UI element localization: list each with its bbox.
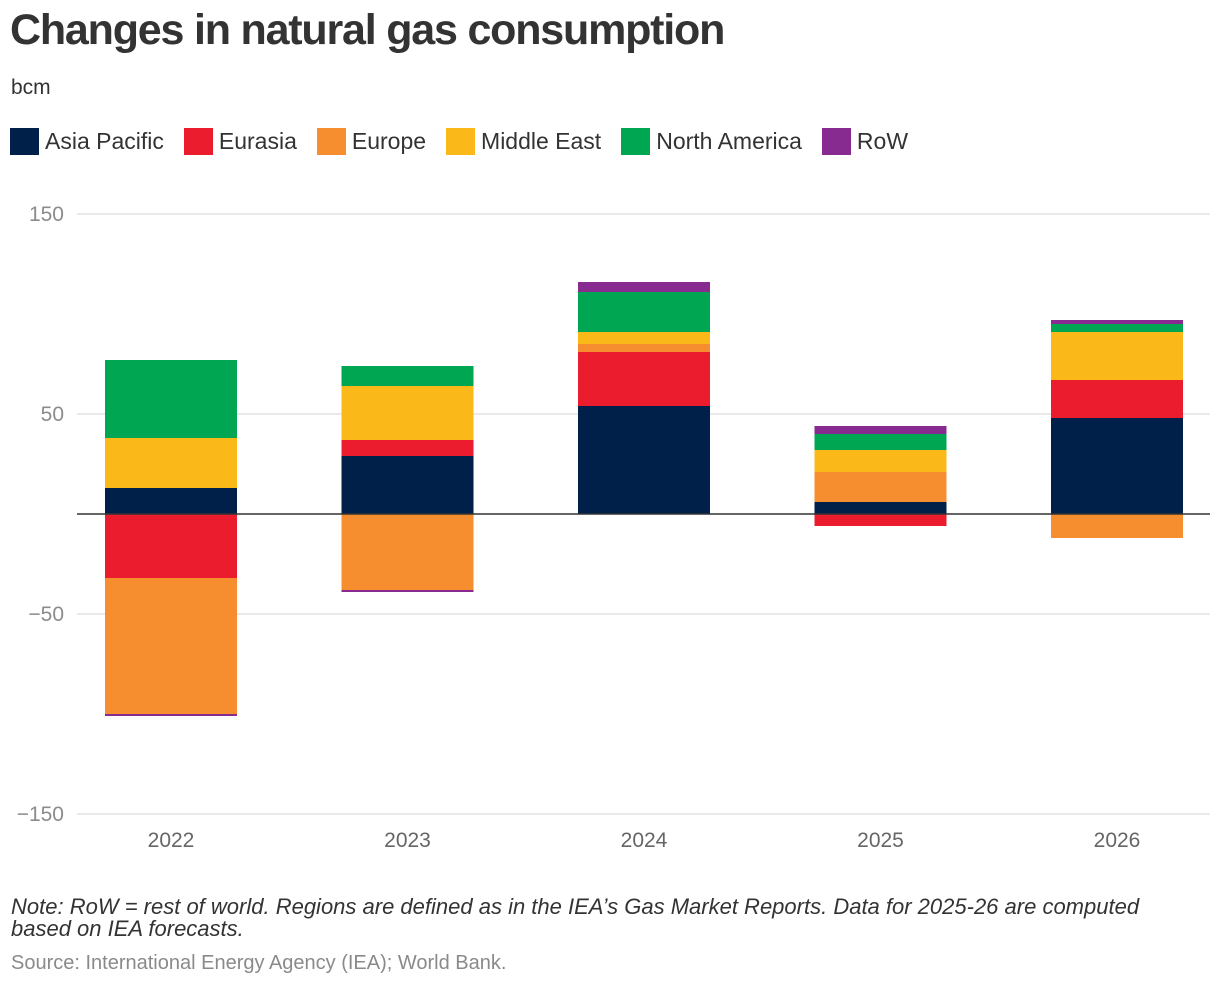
bar-2024-eurasia xyxy=(578,352,710,406)
bar-2026-eurasia xyxy=(1051,380,1183,418)
legend-label-europe: Europe xyxy=(351,128,427,154)
bar-2023-middle-east xyxy=(341,386,474,440)
legend-swatch-north-america xyxy=(621,128,651,155)
bar-2026-asia-pacific xyxy=(1051,418,1183,514)
legend-label-row: RoW xyxy=(856,128,909,154)
bar-2026-europe xyxy=(1051,514,1183,538)
bar-2024-europe xyxy=(578,344,710,352)
bar-2025-row xyxy=(814,426,947,434)
bar-2025-middle-east xyxy=(814,450,947,472)
bar-2022-asia-pacific xyxy=(105,488,237,514)
legend-label-eurasia: Eurasia xyxy=(218,128,297,154)
legend-swatch-row xyxy=(821,128,851,155)
bar-2026-middle-east xyxy=(1051,332,1183,380)
y-tick-label: 150 xyxy=(29,203,64,226)
chart-title: Changes in natural gas consumption xyxy=(10,6,725,54)
legend-swatch-europe xyxy=(316,128,346,155)
legend-item-north-america[interactable]: North America xyxy=(621,128,802,155)
legend-label-north-america: North America xyxy=(656,128,802,154)
legend-swatch-asia-pacific xyxy=(10,128,39,155)
chart-source: Source: International Energy Agency (IEA… xyxy=(11,952,507,974)
x-tick-label: 2025 xyxy=(857,829,904,852)
bar-2022-eurasia xyxy=(105,514,237,578)
y-tick-label: −50 xyxy=(28,603,64,626)
bar-2024-asia-pacific xyxy=(578,406,710,514)
bar-2024-middle-east xyxy=(578,332,710,344)
legend-swatch-middle-east xyxy=(446,128,476,155)
bar-2025-asia-pacific xyxy=(814,502,947,514)
x-tick-label: 2023 xyxy=(384,829,431,852)
legend-label-middle-east: Middle East xyxy=(481,128,602,154)
bar-2025-europe xyxy=(814,472,947,502)
bar-2026-north-america xyxy=(1051,324,1183,332)
legend-item-europe[interactable]: Europe xyxy=(316,128,427,155)
bar-2025-north-america xyxy=(814,434,947,450)
bar-2022-north-america xyxy=(105,360,237,438)
legend: Asia Pacific Eurasia Europe Middle East … xyxy=(10,128,928,155)
bar-2026-row xyxy=(1051,320,1183,324)
bar-2023-eurasia xyxy=(341,440,474,456)
legend-label-asia-pacific: Asia Pacific xyxy=(45,128,164,154)
bar-2024-row xyxy=(578,282,710,292)
bar-2023-asia-pacific xyxy=(341,456,474,514)
bar-chart: 150 50 −50 −150 2022 2023 2024 2025 2026 xyxy=(17,203,1210,852)
bar-2023-north-america xyxy=(341,366,474,386)
bar-2023-europe xyxy=(341,514,474,590)
legend-item-row[interactable]: RoW xyxy=(821,128,909,155)
bar-2022-middle-east xyxy=(105,438,237,488)
legend-item-eurasia[interactable]: Eurasia xyxy=(183,128,297,155)
bar-2023-row xyxy=(341,590,474,592)
x-tick-label: 2022 xyxy=(148,829,195,852)
x-tick-label: 2024 xyxy=(621,829,668,852)
legend-item-middle-east[interactable]: Middle East xyxy=(446,128,601,155)
bar-2025-eurasia xyxy=(814,514,947,526)
chart-note: Note: RoW = rest of world. Regions are d… xyxy=(11,894,1140,941)
legend-swatch-eurasia xyxy=(183,128,213,155)
x-tick-label: 2026 xyxy=(1094,829,1141,852)
legend-item-asia-pacific[interactable]: Asia Pacific xyxy=(10,128,164,155)
bar-2022-europe xyxy=(105,578,237,714)
y-tick-label: 50 xyxy=(41,403,64,426)
y-tick-label: −150 xyxy=(17,803,64,826)
bar-2024-north-america xyxy=(578,292,710,332)
bar-2022-row xyxy=(105,714,237,716)
unit-label: bcm xyxy=(11,76,51,99)
